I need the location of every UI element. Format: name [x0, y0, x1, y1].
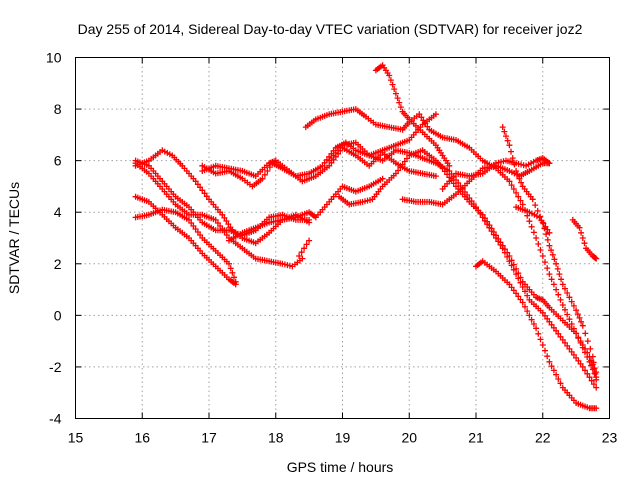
x-tick-label: 23: [602, 430, 618, 446]
x-tick-label: 19: [335, 430, 351, 446]
y-tick-label: 4: [54, 204, 62, 220]
x-tick-label: 15: [68, 430, 84, 446]
x-tick-label: 20: [401, 430, 417, 446]
y-tick-label: 10: [46, 50, 62, 66]
y-tick-label: 8: [54, 101, 62, 117]
series-s6: [199, 111, 439, 190]
series-s3: [132, 160, 306, 270]
series-s10: [302, 106, 600, 381]
x-tick-label: 21: [468, 430, 484, 446]
series-s7: [199, 144, 439, 185]
x-tick-label: 17: [201, 430, 217, 446]
series-s15: [439, 155, 553, 192]
series-s13: [372, 62, 453, 169]
y-axis-label: SDTVAR / TECUs: [6, 182, 22, 294]
series-s18: [513, 204, 553, 236]
y-tick-label: 6: [54, 153, 62, 169]
series-s17: [499, 124, 600, 383]
axis-ticks: 15 16 17 18 19 20 21 22 23 -4 -2 0 2 4 6 8 10: [46, 50, 618, 446]
chart-title: Day 255 of 2014, Sidereal Day-to-day VTE…: [78, 21, 583, 37]
y-tick-label: -4: [49, 411, 62, 427]
data-series: [132, 62, 600, 412]
x-tick-label: 18: [268, 430, 284, 446]
series-s9: [296, 237, 313, 259]
series-s16: [473, 258, 600, 412]
series-s4: [132, 193, 239, 288]
x-axis-label: GPS time / hours: [287, 459, 394, 475]
series-s12: [336, 147, 600, 376]
x-tick-label: 16: [134, 430, 150, 446]
x-tick-label: 22: [535, 430, 551, 446]
y-tick-label: 2: [54, 256, 62, 272]
plot-frame: [75, 57, 610, 419]
y-tick-label: -2: [49, 359, 62, 375]
series-s19: [569, 216, 600, 262]
series-s8: [226, 175, 386, 244]
series-s5: [132, 206, 239, 285]
y-tick-label: 0: [54, 307, 62, 323]
